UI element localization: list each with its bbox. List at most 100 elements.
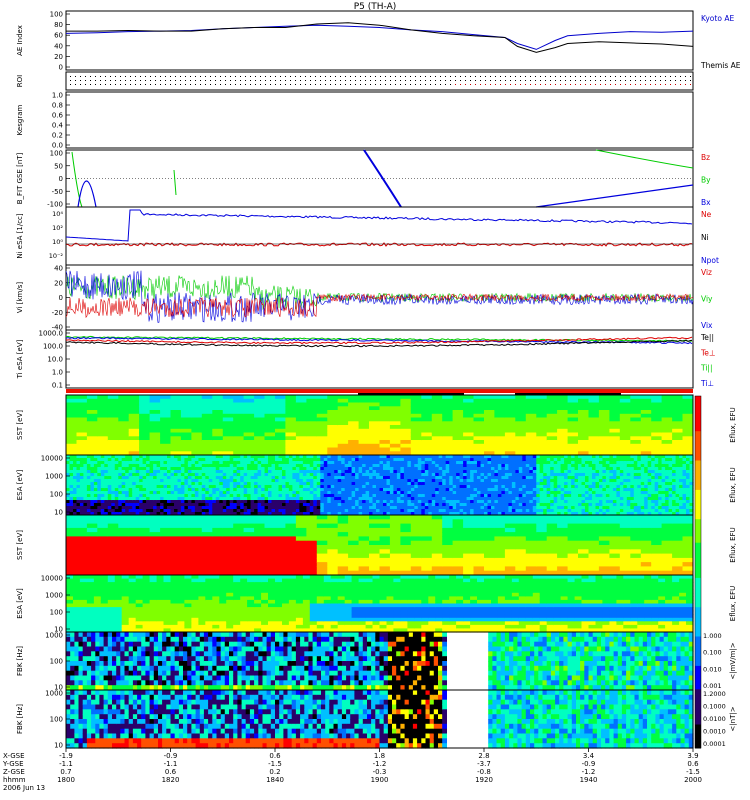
spectrogram-cell [191,470,196,474]
spectrogram-cell [470,512,475,516]
spectrogram-cell [508,476,513,480]
spectrogram-cell [508,458,513,462]
spectrogram-cell [369,410,380,415]
spectrogram-cell [396,500,401,504]
spectrogram-cell [616,500,621,504]
spectrogram-cell [515,402,527,407]
spectrogram-cell [369,467,374,471]
spectrogram-cell [543,512,548,516]
spectrogram-cell [511,467,516,471]
spectrogram-cell [578,395,589,400]
spectrogram-cell [149,488,154,492]
spectrogram-cell [327,512,332,516]
spectrogram-cell [66,476,71,480]
spectrogram-cell [355,476,360,480]
spectrogram-cell [128,443,140,449]
roi-mark [665,84,666,85]
spectrogram-cell [66,497,71,501]
spectrogram-cell [452,506,457,510]
spectrogram-cell [480,470,485,474]
spectrogram-cell [612,500,617,504]
spectrogram-cell [532,488,537,492]
spectrogram-cell [222,451,234,456]
spectrogram-cell [630,417,642,422]
spectrogram-cell [86,482,91,486]
spectrogram-cell [438,482,443,486]
spectrogram-cell [323,503,328,507]
spectrogram-cell [435,470,440,474]
spectrogram-cell [264,476,269,480]
spectrogram-cell [142,464,147,468]
spectrogram-cell [170,395,182,400]
spectrogram-cell [149,421,161,426]
spectrogram-cell [149,461,154,465]
spectrogram-cell [222,512,227,516]
spectrogram-cell [525,500,530,504]
spectrogram-cell [484,395,495,400]
spectrogram-cell [121,467,126,471]
spectrogram-cell [477,461,482,465]
spectrogram-cell [90,509,95,513]
spectrogram-cell [518,485,523,489]
spectrogram-cell [466,500,471,504]
spectrogram-cell [205,461,210,465]
spectrogram-cell [316,488,321,492]
roi-mark [260,80,261,81]
spectrogram-cell [275,479,280,483]
spectrogram-cell [560,512,565,516]
spectrogram-cell [153,461,158,465]
spectrogram-cell [567,455,572,459]
spectrogram-cell [153,491,158,495]
spectrogram-cell [86,497,91,501]
roi-mark [585,84,586,85]
spectrogram-cell [219,500,224,504]
spectrogram-cell [532,500,537,504]
spectrogram-cell [327,410,339,415]
spectrogram-cell [212,482,217,486]
spectrogram-cell [543,503,548,507]
spectrogram-cell [501,461,506,465]
spectrogram-cell [174,497,179,501]
spectrogram-cell [661,464,666,468]
spectrogram-cell [553,506,558,510]
spectrogram-cell [421,417,433,422]
spectrogram-cell [605,470,610,474]
spectrogram-cell [114,461,119,465]
spectrogram-cell [525,464,530,468]
roi-mark [395,84,396,85]
spectrogram-cell [407,470,412,474]
spectrogram-cell [477,458,482,462]
spectrogram-cell [254,494,259,498]
spectrogram-cell [452,402,464,407]
spectrogram-cell [518,503,523,507]
spectrogram-cell [504,428,516,434]
spectrogram-cell [348,464,353,468]
spectrogram-cell [83,467,88,471]
spectrogram-cell [243,488,248,492]
spectrogram-cell [313,470,318,474]
spectrogram-cell [442,443,454,449]
spectrogram-cell [477,467,482,471]
spectrogram-cell [466,497,471,501]
spectrogram-cell [557,485,562,489]
spectrogram-cell [282,455,287,459]
spectrogram-cell [424,497,429,501]
ti-par-trace [65,335,693,343]
spectrogram-cell [424,470,429,474]
spectrogram-cell [299,461,304,465]
spectrogram-cell [114,512,119,516]
spectrogram-cell [229,467,234,471]
roi-mark [370,76,371,77]
spectrogram-cell [275,432,286,437]
spectrogram-cell [564,476,569,480]
spectrogram-cell [226,467,231,471]
spectrogram-cell [543,455,548,459]
spectrogram-cell [567,425,579,430]
spectrogram-cell [466,470,471,474]
spectrogram-cell [560,461,565,465]
spectrogram-cell [529,509,534,513]
y-axis-label: Kesgram [16,105,24,136]
spectrogram-cell [633,467,638,471]
spectrogram-cell [107,467,112,471]
spectrogram-cell [400,479,405,483]
